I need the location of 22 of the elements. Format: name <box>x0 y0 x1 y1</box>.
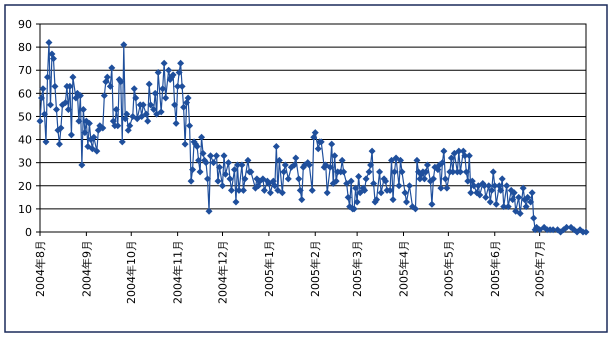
y-tick-label: 30 <box>18 156 32 170</box>
y-tick-label: 20 <box>18 180 32 193</box>
x-tick-label: 2005年3月 <box>351 240 364 297</box>
x-tick-label: 2005年6月 <box>488 240 502 297</box>
y-tick-label: 60 <box>18 87 32 100</box>
y-tick-label: 10 <box>18 202 32 216</box>
x-tick-label: 2004年11月 <box>172 240 185 304</box>
x-tick-label: 2004年8月 <box>34 240 47 297</box>
y-tick-label: 50 <box>18 110 32 124</box>
x-tick-label: 2004年12月 <box>216 240 230 304</box>
y-tick-label: 80 <box>18 41 32 54</box>
x-tick-label: 2005年1月 <box>262 240 276 297</box>
y-tick-label: 0 <box>25 226 32 239</box>
x-tick-label: 2004年9月 <box>80 240 94 297</box>
x-tick-label: 2004年10月 <box>125 240 138 304</box>
y-tick-label: 70 <box>18 64 32 78</box>
x-tick-label: 2005年4月 <box>398 240 410 297</box>
y-tick-label: 90 <box>18 18 32 31</box>
y-tick-label: 40 <box>18 134 32 147</box>
x-tick-label: 2005年2月 <box>309 240 322 297</box>
x-tick-label: 2005年5月 <box>442 240 456 297</box>
x-tick-label: 2005年7月 <box>534 240 547 297</box>
